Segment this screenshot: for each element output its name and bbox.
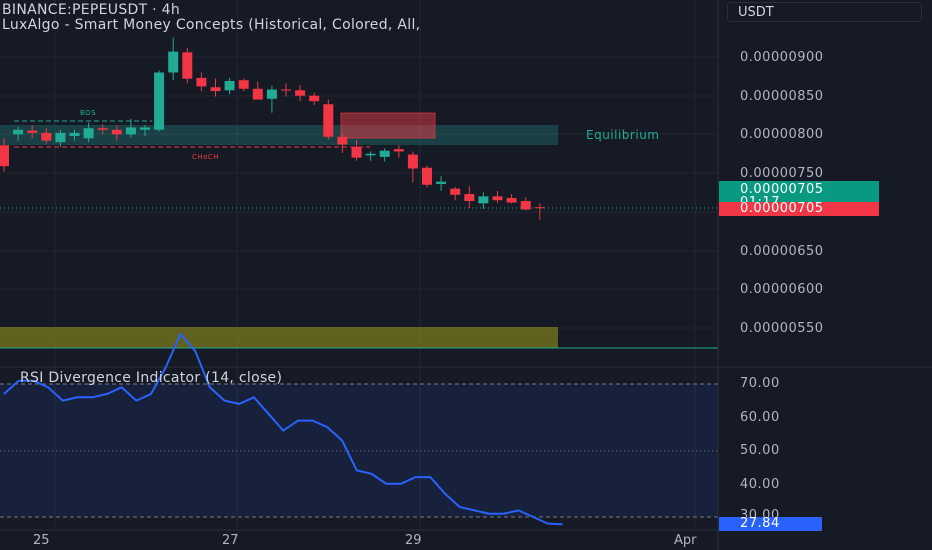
candle-bearish xyxy=(337,136,348,145)
candle-bullish xyxy=(83,128,94,139)
candle-bullish xyxy=(436,181,447,184)
candle-bearish xyxy=(351,146,362,158)
candle-bearish xyxy=(534,207,545,209)
rsi-value-tag: 27.84 xyxy=(719,517,822,531)
currency-selector[interactable]: USDT xyxy=(727,2,922,22)
candle-bullish xyxy=(365,153,376,156)
candle-bullish xyxy=(69,132,80,136)
candle-bearish xyxy=(407,154,418,169)
close-price-tag: 0.00000705 xyxy=(719,202,879,216)
rsi-label-70: 70.00 xyxy=(740,376,780,391)
equilibrium-label: Equilibrium xyxy=(586,128,660,142)
time-label-29: 29 xyxy=(405,533,422,548)
candles xyxy=(0,37,545,220)
last-price-value: 0.00000705 xyxy=(740,182,824,197)
candle-bullish xyxy=(168,51,179,73)
choch-label: CHoCH xyxy=(192,153,220,161)
candle-bearish xyxy=(520,201,531,210)
time-label-25: 25 xyxy=(33,533,50,548)
candle-bearish xyxy=(492,196,503,201)
symbol-title: BINANCE:PEPEUSDT · 4h xyxy=(2,2,181,18)
price-label-750: 0.00000750 xyxy=(740,166,824,181)
candle-bullish xyxy=(478,196,489,204)
candle-bullish xyxy=(154,72,165,130)
candle-bearish xyxy=(182,52,193,79)
candle-bearish xyxy=(111,129,122,135)
discount-zone xyxy=(0,327,558,348)
candle-bullish xyxy=(13,129,24,135)
time-label-apr: Apr xyxy=(674,533,697,548)
candle-bearish xyxy=(450,188,461,195)
candle-bullish xyxy=(224,81,235,91)
candle-bearish xyxy=(0,145,9,167)
candle-bullish xyxy=(125,127,136,135)
rsi-label-60: 60.00 xyxy=(740,410,780,425)
price-label-850: 0.00000850 xyxy=(740,89,824,104)
rsi-line xyxy=(3,332,563,526)
candle-bearish xyxy=(464,194,475,202)
candle-bearish xyxy=(393,149,404,152)
candle-bullish xyxy=(140,127,150,130)
price-label-550: 0.00000550 xyxy=(740,321,824,336)
price-label-800: 0.00000800 xyxy=(740,127,824,142)
candle-bearish xyxy=(323,104,334,137)
indicator-title[interactable]: LuxAlgo - Smart Money Concepts (Historic… xyxy=(2,17,421,33)
candle-bearish xyxy=(238,80,249,89)
time-label-27: 27 xyxy=(222,533,239,548)
candle-bearish xyxy=(309,95,320,102)
candle-bearish xyxy=(281,89,291,91)
candle-bullish xyxy=(379,150,390,157)
candle-bearish xyxy=(196,77,207,87)
rsi-indicator-title[interactable]: RSI Divergence Indicator (14, close) xyxy=(20,370,283,386)
candle-bearish xyxy=(210,87,221,92)
bos-label: BOS xyxy=(80,109,97,117)
candle-bearish xyxy=(97,128,108,130)
candle-bullish xyxy=(55,132,66,143)
candle-bearish xyxy=(295,90,306,96)
rsi-band xyxy=(0,384,718,517)
rsi-label-50: 50.00 xyxy=(740,443,780,458)
premium-order-block xyxy=(340,112,436,139)
candle-bearish xyxy=(422,167,432,185)
candle-bearish xyxy=(41,132,52,141)
price-label-650: 0.00000650 xyxy=(740,244,824,259)
price-label-600: 0.00000600 xyxy=(740,282,824,297)
rsi-label-40: 40.00 xyxy=(740,477,780,492)
candle-bearish xyxy=(27,130,38,133)
candle-bearish xyxy=(506,197,517,203)
candle-bearish xyxy=(252,88,263,100)
candle-bullish xyxy=(266,89,277,99)
price-label-900: 0.00000900 xyxy=(740,50,824,65)
